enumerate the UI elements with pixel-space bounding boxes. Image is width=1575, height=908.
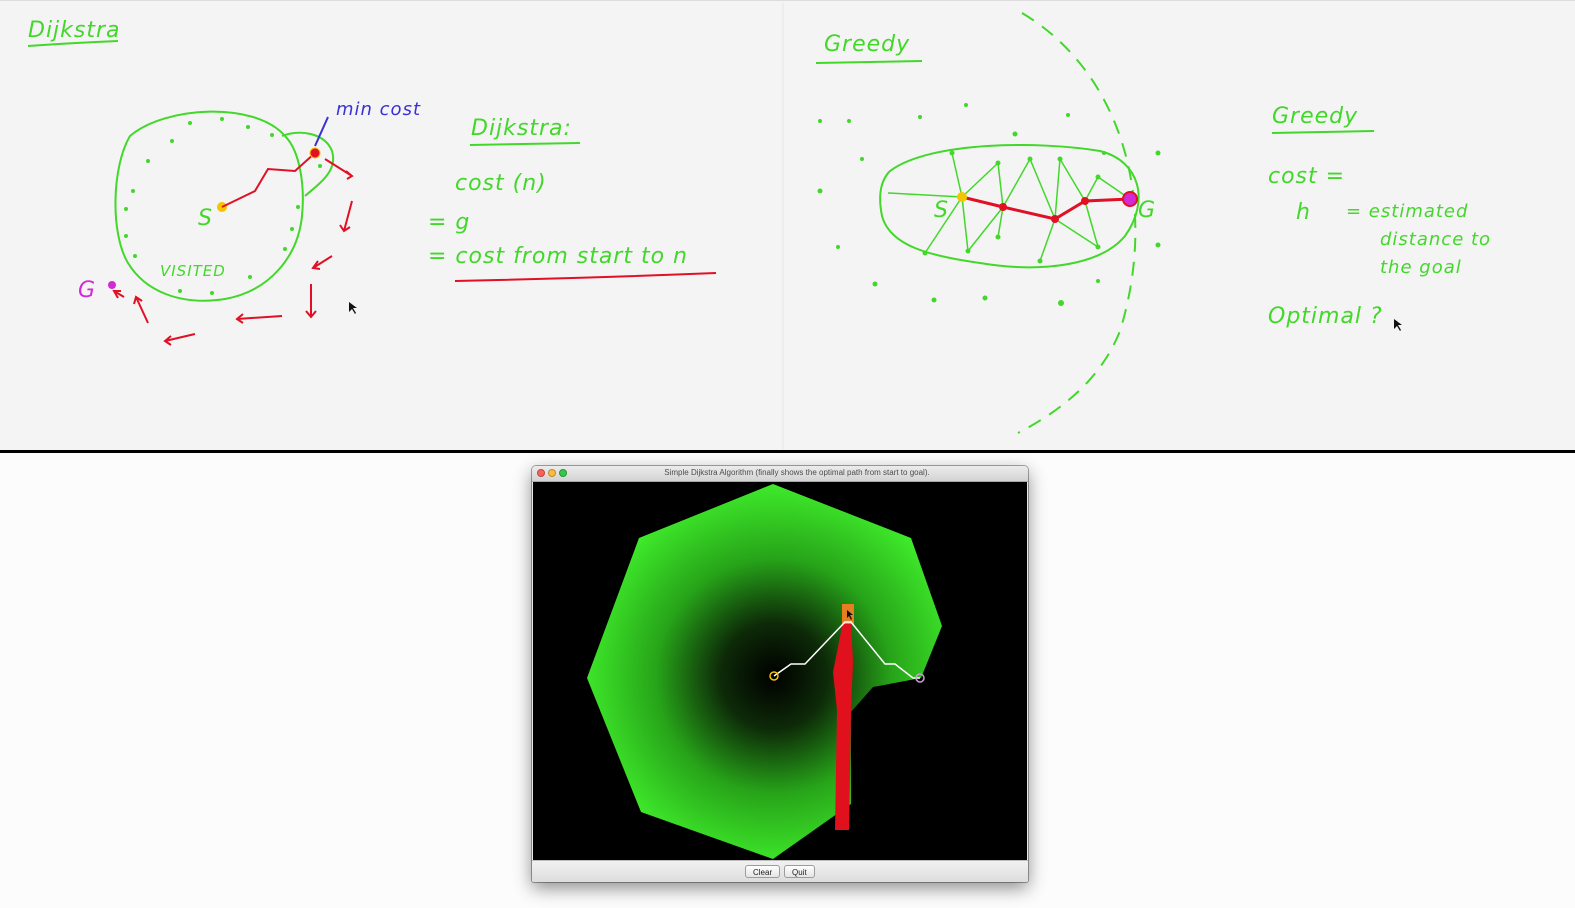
window-minimize-button[interactable] [548,469,556,477]
visited-region-outline [114,110,304,302]
start-node-marker [769,671,779,681]
dijkstra-goal-label: G [78,278,96,303]
search-canvas[interactable] [533,482,1027,860]
greedy-note-line-2: h [1296,200,1311,225]
greedy-graph-edges [887,152,1131,262]
panel-divider [0,450,1575,453]
min-cost-pointer [314,116,329,147]
goal-node-marker [915,673,925,683]
min-cost-node [309,147,321,159]
whiteboard-panel: Dijkstra S VISITED min cost [0,0,1575,451]
dijkstra-start-label: S [198,206,213,231]
window-title: Simple Dijkstra Algorithm (finally shows… [664,468,930,477]
dijkstra-path-to-min-cost [221,152,316,208]
window-titlebar[interactable]: Simple Dijkstra Algorithm (finally shows… [532,466,1028,482]
window-button-bar: Clear Quit [532,860,1028,882]
greedy-unvisited-nodes [817,103,1161,306]
greedy-path [961,195,1131,221]
dijkstra-app-window[interactable]: Simple Dijkstra Algorithm (finally shows… [532,466,1028,882]
visited-nodes [124,117,322,295]
min-cost-label: min cost [336,99,421,120]
greedy-note-line-5: the goal [1380,257,1462,278]
mouse-cursor-icon [847,610,853,620]
dijkstra-heading-underline [27,40,119,47]
greedy-start-label: S [934,198,949,223]
dijkstra-note-line-2: = g [428,210,470,235]
greedy-start-node [957,192,967,202]
visited-label: VISITED [160,262,226,280]
frontier-bulge [281,131,335,197]
dijkstra-note-emphasis-underline [454,272,717,282]
greedy-note-line-6: Optimal ? [1268,304,1383,329]
greedy-nodes [922,150,1101,264]
greedy-notes-underline [1271,130,1375,134]
greedy-goal-label: G [1138,198,1156,223]
dijkstra-heading: Dijkstra [28,18,121,43]
whiteboard-drawing: Dijkstra S VISITED min cost [27,3,1491,451]
greedy-region-outline [879,144,1140,269]
greedy-note-line-1: cost = [1268,164,1345,189]
greedy-note-line-4: distance to [1380,229,1491,250]
expansion-arrows [112,158,354,346]
visited-region [587,484,942,859]
cursor-pointer-icon [349,302,357,314]
greedy-search-horizon [1017,12,1137,434]
window-close-button[interactable] [537,469,545,477]
dijkstra-note-line-3: = cost from start to n [428,244,688,269]
greedy-note-line-3: = estimated [1346,201,1468,222]
dijkstra-goal-node [108,281,116,289]
greedy-notes-title: Greedy [1272,104,1358,129]
greedy-path-nodes [999,197,1089,223]
search-visualization [587,484,942,859]
cursor-pointer-icon-2 [1394,319,1402,331]
obstacle-wall [833,622,853,830]
greedy-goal-node [1122,191,1138,207]
window-zoom-button[interactable] [559,469,567,477]
dijkstra-notes-title: Dijkstra: [471,116,572,141]
greedy-heading: Greedy [824,32,910,57]
optimal-path [773,621,920,679]
greedy-heading-underline [815,60,923,64]
quit-button[interactable]: Quit [784,865,815,878]
dijkstra-notes-underline [469,142,581,146]
clear-button[interactable]: Clear [745,865,781,878]
dijkstra-note-line-1: cost (n) [455,171,547,196]
